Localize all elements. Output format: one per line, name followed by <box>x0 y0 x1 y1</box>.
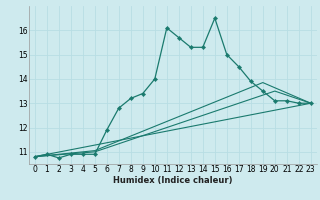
X-axis label: Humidex (Indice chaleur): Humidex (Indice chaleur) <box>113 176 233 185</box>
